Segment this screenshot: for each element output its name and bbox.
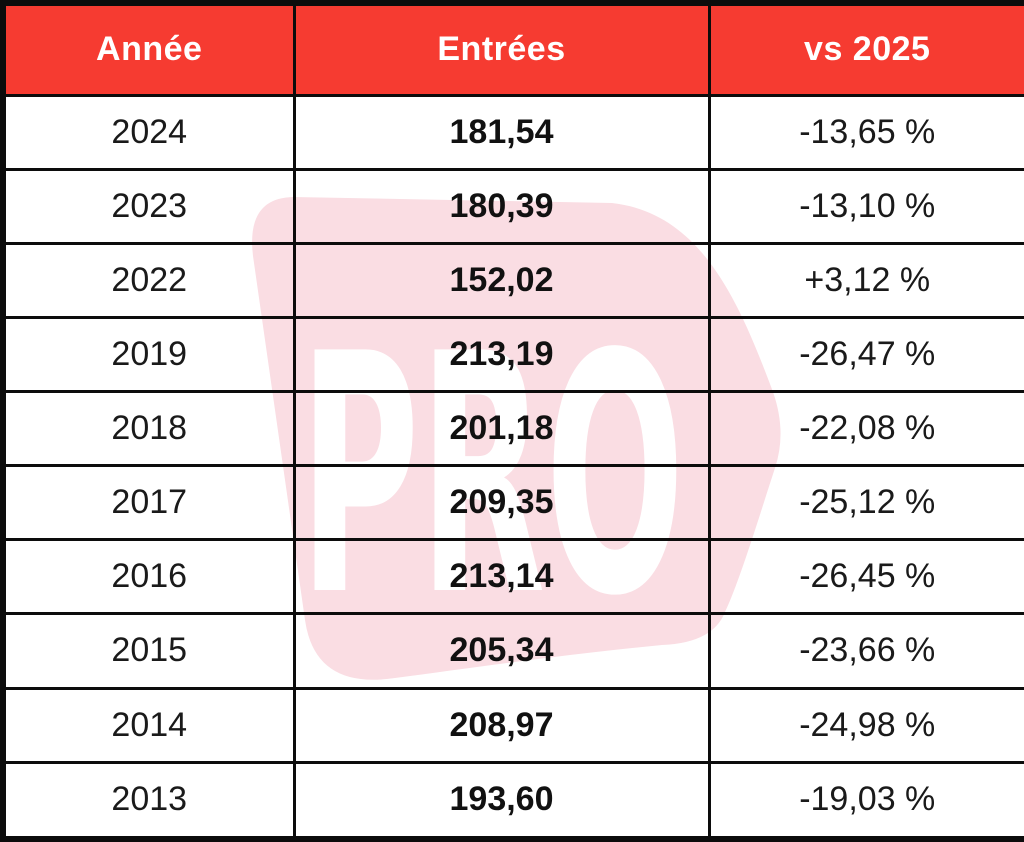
table-row: 2014 208,97 -24,98 %: [1, 686, 1024, 764]
entries-cell: 213,19: [292, 315, 711, 394]
table-row: 2016 213,14 -26,45 %: [1, 538, 1024, 616]
vs-2025-cell: -13,10 %: [707, 167, 1024, 245]
year-cell: 2024: [1, 93, 296, 171]
table-row: 2023 180,39 -13,10 %: [1, 167, 1024, 245]
entries-cell: 180,39: [292, 167, 711, 245]
table-row: 2019 213,19 -26,47 %: [1, 315, 1024, 394]
entries-cell: 193,60: [292, 760, 711, 841]
year-cell: 2015: [1, 612, 296, 690]
entries-cell: 213,14: [292, 538, 711, 616]
entries-cell: 205,34: [292, 612, 711, 690]
column-header-vs-2025: vs 2025: [707, 1, 1024, 97]
year-cell: 2023: [1, 167, 296, 245]
vs-2025-cell: -26,47 %: [707, 315, 1024, 394]
year-cell: 2014: [1, 686, 296, 764]
vs-2025-cell: -25,12 %: [707, 464, 1024, 542]
year-cell: 2022: [1, 241, 296, 319]
year-cell: 2018: [1, 389, 296, 468]
table-row: 2024 181,54 -13,65 %: [1, 93, 1024, 171]
year-cell: 2013: [1, 760, 296, 841]
vs-2025-cell: -13,65 %: [707, 93, 1024, 171]
column-header-entrees: Entrées: [292, 1, 711, 97]
year-cell: 2017: [1, 464, 296, 542]
table-row: 2022 152,02 +3,12 %: [1, 241, 1024, 319]
vs-2025-cell: -24,98 %: [707, 686, 1024, 764]
header-row: Année Entrées vs 2025: [1, 1, 1024, 97]
vs-2025-cell: -23,66 %: [707, 612, 1024, 690]
table-row: 2013 193,60 -19,03 %: [1, 760, 1024, 841]
entries-cell: 201,18: [292, 389, 711, 468]
table-header: Année Entrées vs 2025: [1, 1, 1024, 97]
entries-cell: 208,97: [292, 686, 711, 764]
year-cell: 2016: [1, 538, 296, 616]
vs-2025-cell: -26,45 %: [707, 538, 1024, 616]
vs-2025-cell: +3,12 %: [707, 241, 1024, 319]
entries-cell: 181,54: [292, 93, 711, 171]
year-cell: 2019: [1, 315, 296, 394]
vs-2025-cell: -19,03 %: [707, 760, 1024, 841]
column-header-annee: Année: [1, 1, 296, 97]
table-row: 2018 201,18 -22,08 %: [1, 389, 1024, 468]
table-body: 2024 181,54 -13,65 % 2023 180,39 -13,10 …: [1, 93, 1024, 841]
table-row: 2017 209,35 -25,12 %: [1, 464, 1024, 542]
vs-2025-cell: -22,08 %: [707, 389, 1024, 468]
entries-cell: 152,02: [292, 241, 711, 319]
table-row: 2015 205,34 -23,66 %: [1, 612, 1024, 690]
entries-cell: 209,35: [292, 464, 711, 542]
